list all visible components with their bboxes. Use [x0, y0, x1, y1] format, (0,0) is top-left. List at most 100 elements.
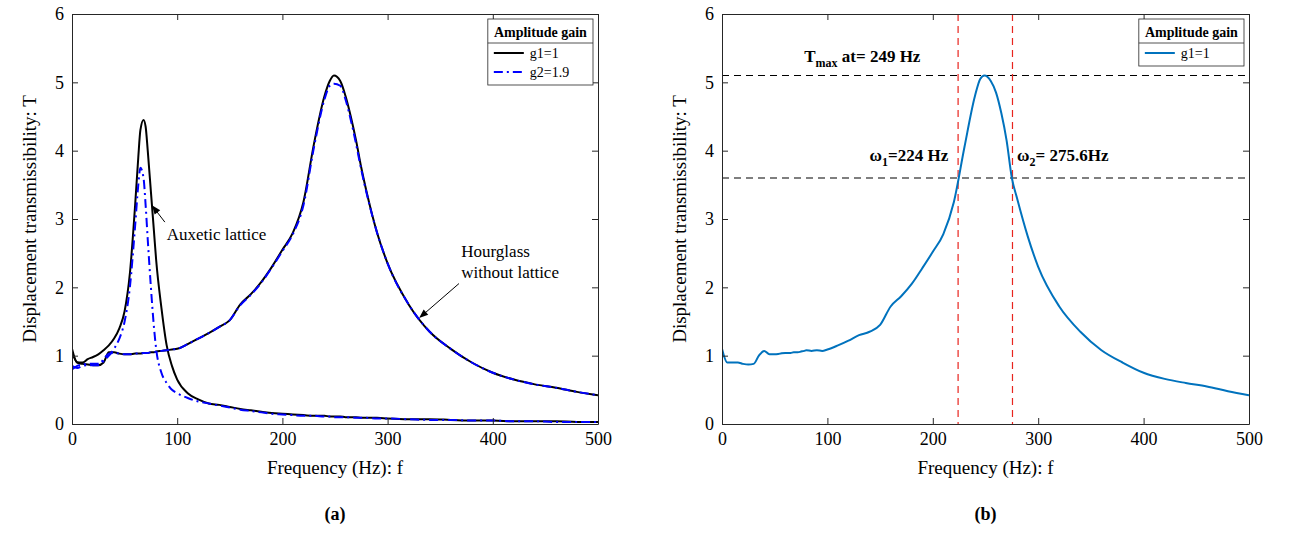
x-axis: 0100200300400500: [68, 418, 612, 449]
legend-label: g1=1: [1181, 46, 1210, 61]
tick-mark: [72, 424, 78, 425]
tick-mark: [72, 151, 78, 152]
tick-label: 2: [55, 278, 64, 298]
tick: [1243, 151, 1249, 152]
tick-label: 0: [68, 429, 77, 449]
tick-label: 5: [705, 73, 714, 93]
background: [0, 0, 1308, 535]
legend-box: [488, 19, 593, 85]
tick-mark: [722, 82, 728, 83]
annotation: Auxetic lattice: [167, 225, 267, 244]
label-patch: [165, 224, 269, 245]
tick-mark: [493, 418, 494, 424]
tick: [592, 151, 598, 152]
tick-mark: [1243, 82, 1249, 83]
annotation-part: = 275.6Hz: [1036, 146, 1109, 165]
tick: [592, 356, 598, 357]
tick-mark: [722, 219, 728, 220]
tick-mark: [282, 14, 283, 20]
arrow-shaft: [424, 284, 459, 315]
series-line: [72, 76, 598, 396]
label-patch: [1015, 145, 1111, 170]
tick: [1243, 14, 1249, 15]
tick-label: 300: [1025, 429, 1052, 449]
reference-line: [957, 14, 958, 424]
tick-label: 1: [705, 346, 714, 366]
tick: [933, 14, 934, 20]
tick-label: 4: [55, 141, 64, 161]
label-patch: [868, 145, 951, 170]
arrow-head: [419, 310, 428, 319]
label-patch: [459, 241, 561, 283]
tick-label: 100: [164, 429, 191, 449]
tick-mark: [1038, 418, 1039, 424]
tick-label: 3: [55, 209, 64, 229]
tick: 400: [480, 418, 507, 449]
tick: 0: [705, 414, 728, 434]
tick: 400: [1131, 418, 1158, 449]
tick-mark: [722, 151, 728, 152]
axis-line: [723, 424, 1250, 425]
tick: 1: [705, 346, 728, 366]
annotation: Hourglass without lattice: [461, 242, 559, 282]
tick-label: 0: [718, 429, 727, 449]
annotation-part: ω: [1017, 146, 1029, 165]
tick: [592, 14, 598, 15]
annotation-part: max: [816, 56, 838, 70]
tick: [282, 14, 283, 20]
tick: 300: [1025, 418, 1052, 449]
axis-line: [598, 15, 599, 425]
tick-mark: [1243, 219, 1249, 220]
tick-mark: [933, 418, 934, 424]
tick-label: 2: [705, 278, 714, 298]
tick: 3: [705, 209, 728, 229]
tick: 5: [55, 73, 78, 93]
legend: Amplitude gaing1=1g2=1.9: [488, 19, 593, 85]
tick-label: 0: [55, 414, 64, 434]
tick: [1243, 82, 1249, 83]
legend-title: Amplitude gain: [494, 25, 587, 40]
tick: [1243, 287, 1249, 288]
tick-mark: [722, 356, 728, 357]
label-patch: [802, 46, 923, 71]
tick-label: 300: [375, 429, 402, 449]
tick: 1: [55, 346, 78, 366]
tick-mark: [592, 424, 598, 425]
tick-mark: [72, 287, 78, 288]
panel-label: (a): [325, 504, 346, 525]
tick-mark: [1038, 14, 1039, 20]
tick-mark: [72, 356, 78, 357]
tick-mark: [72, 219, 78, 220]
tick-mark: [827, 418, 828, 424]
y-axis-title: Displacement transmissibility: T: [669, 95, 690, 343]
tick-label: 1: [55, 346, 64, 366]
tick-mark: [1243, 356, 1249, 357]
tick-label: 400: [480, 429, 507, 449]
legend-label: g2=1.9: [530, 65, 569, 80]
x-axis-title: Frequency (Hz): f: [267, 457, 404, 479]
tick-mark: [722, 14, 728, 15]
tick: 4: [55, 141, 78, 161]
legend: Amplitude gaing1=1: [1139, 19, 1244, 66]
tick-mark: [388, 14, 389, 20]
tick-mark: [177, 418, 178, 424]
series-line: [72, 84, 598, 396]
x-axis-title: Frequency (Hz): f: [917, 457, 1054, 479]
panel: 01002003004005000123456Frequency (Hz): f…: [669, 4, 1263, 525]
tick: 4: [705, 141, 728, 161]
tick-mark: [1243, 287, 1249, 288]
tick-mark: [933, 14, 934, 20]
tick-mark: [388, 418, 389, 424]
tick: 3: [55, 209, 78, 229]
tick-label: 0: [705, 414, 714, 434]
tick-mark: [592, 356, 598, 357]
tick: 0: [55, 414, 78, 434]
tick: [1038, 14, 1039, 20]
reference-line: [722, 177, 1249, 178]
y-axis: 0123456: [55, 4, 78, 434]
tick: [1243, 424, 1249, 425]
axis-line: [1249, 15, 1250, 425]
tick: 300: [375, 418, 402, 449]
annotation: ω1=224 Hz: [870, 146, 949, 169]
annotation-part: =224 Hz: [888, 146, 949, 165]
